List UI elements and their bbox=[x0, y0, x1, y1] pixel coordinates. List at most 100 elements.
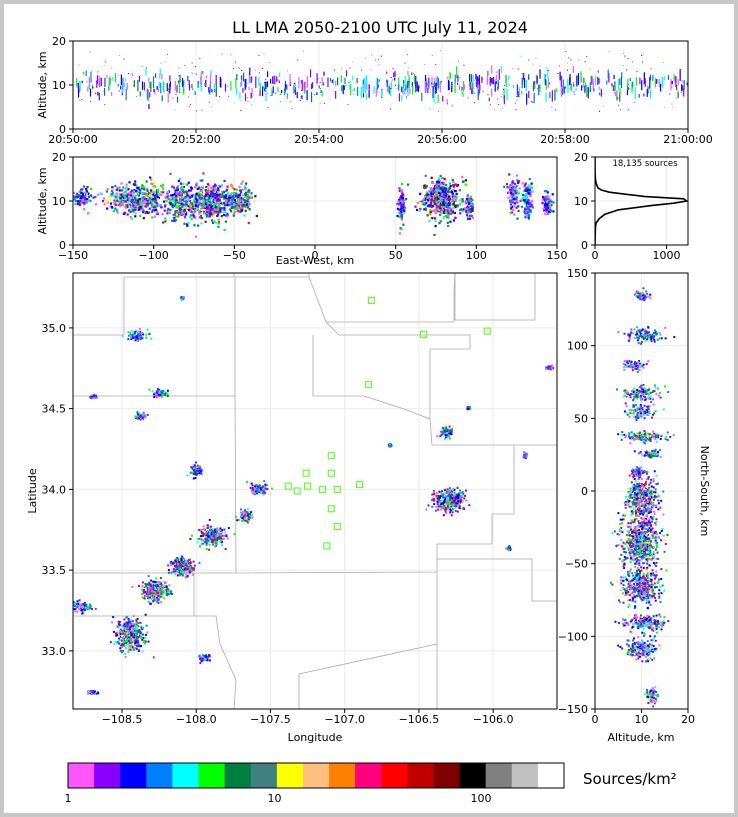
source-cell bbox=[261, 485, 264, 488]
source-streak bbox=[586, 85, 588, 96]
source-cell bbox=[440, 205, 443, 209]
source-streak bbox=[536, 75, 538, 84]
source-streak bbox=[492, 77, 494, 85]
source-cell bbox=[163, 209, 166, 212]
source-cell bbox=[543, 209, 546, 212]
source-point bbox=[452, 104, 454, 106]
source-streak bbox=[573, 81, 575, 87]
source-point bbox=[622, 52, 624, 54]
source-cell bbox=[255, 490, 258, 493]
source-cell bbox=[168, 592, 171, 595]
source-cell bbox=[187, 190, 190, 193]
source-cell bbox=[428, 194, 431, 198]
source-cell bbox=[130, 189, 133, 192]
source-cell bbox=[246, 514, 249, 517]
source-cell bbox=[229, 210, 233, 213]
source-cell bbox=[139, 621, 142, 624]
source-cell bbox=[509, 188, 512, 191]
source-cell bbox=[109, 205, 112, 208]
source-cell bbox=[160, 396, 163, 399]
source-cell bbox=[174, 569, 177, 572]
source-cell bbox=[138, 206, 142, 209]
source-cell bbox=[184, 571, 187, 574]
source-cell bbox=[531, 190, 534, 193]
source-cell bbox=[437, 193, 440, 196]
source-cell bbox=[162, 221, 165, 224]
source-cell bbox=[440, 493, 443, 496]
source-cell bbox=[154, 598, 157, 601]
source-cell bbox=[123, 641, 126, 644]
source-cell bbox=[233, 533, 236, 536]
source-cell bbox=[105, 200, 108, 203]
source-cell bbox=[78, 190, 81, 193]
source-streak bbox=[265, 81, 267, 89]
source-streak bbox=[461, 86, 463, 91]
source-cell bbox=[137, 625, 140, 628]
source-point bbox=[475, 81, 477, 83]
source-streak bbox=[394, 70, 396, 77]
source-streak bbox=[478, 74, 480, 85]
source-cell bbox=[170, 592, 173, 595]
source-cell bbox=[204, 220, 207, 223]
source-cell bbox=[124, 204, 128, 207]
source-cell bbox=[181, 573, 184, 576]
source-cell bbox=[86, 185, 89, 189]
source-point bbox=[91, 84, 93, 86]
source-cell bbox=[86, 608, 89, 611]
source-cell bbox=[153, 197, 156, 200]
source-cell bbox=[90, 187, 93, 191]
source-cell bbox=[224, 202, 227, 205]
source-cell bbox=[265, 484, 268, 487]
source-cell bbox=[448, 197, 451, 200]
source-cell bbox=[239, 189, 242, 192]
source-cell bbox=[184, 563, 187, 566]
source-cell bbox=[227, 198, 230, 201]
count-tick-label: 1000 bbox=[653, 249, 681, 262]
source-cell bbox=[433, 198, 436, 201]
source-streak bbox=[187, 75, 189, 81]
source-cell bbox=[124, 636, 127, 639]
source-streak bbox=[366, 79, 368, 91]
source-point bbox=[570, 59, 572, 61]
source-cell bbox=[257, 488, 260, 491]
source-cell bbox=[454, 204, 457, 207]
source-streak bbox=[111, 76, 113, 81]
source-cell bbox=[444, 194, 448, 197]
source-cell bbox=[445, 202, 448, 205]
source-streak bbox=[662, 77, 664, 88]
source-cell bbox=[200, 468, 203, 471]
source-cell bbox=[131, 585, 134, 588]
source-cell bbox=[525, 189, 528, 192]
source-cell bbox=[148, 196, 151, 199]
source-cell bbox=[118, 195, 121, 198]
source-cell bbox=[210, 219, 214, 222]
source-cell bbox=[205, 197, 208, 200]
source-cell bbox=[83, 208, 86, 211]
source-cell bbox=[135, 647, 138, 650]
source-cell bbox=[425, 201, 428, 205]
source-cell bbox=[224, 212, 228, 215]
source-cell bbox=[446, 198, 449, 201]
source-cell bbox=[449, 508, 452, 511]
source-cell bbox=[217, 196, 220, 199]
source-cell bbox=[205, 209, 208, 212]
source-cell bbox=[137, 204, 140, 208]
source-cell bbox=[114, 632, 117, 635]
source-streak bbox=[289, 74, 291, 85]
source-streak bbox=[451, 87, 453, 93]
source-cell bbox=[439, 220, 442, 223]
source-cell bbox=[212, 190, 216, 193]
source-point bbox=[584, 61, 586, 63]
source-cell bbox=[429, 190, 432, 193]
source-cell bbox=[230, 206, 233, 209]
source-cell bbox=[159, 582, 162, 585]
source-cell bbox=[199, 211, 202, 214]
source-cell bbox=[78, 607, 81, 610]
source-cell bbox=[74, 202, 77, 206]
source-cell bbox=[226, 213, 229, 216]
source-cell bbox=[83, 199, 86, 203]
source-cell bbox=[125, 206, 128, 209]
source-cell bbox=[144, 590, 147, 593]
source-cell bbox=[517, 181, 520, 184]
source-cell bbox=[141, 185, 144, 189]
